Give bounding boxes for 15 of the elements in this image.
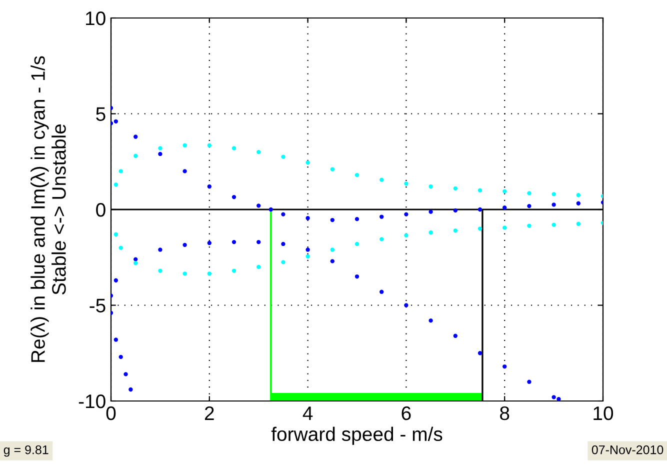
y-tick-label: -10 xyxy=(78,394,106,408)
x-tick-label: 6 xyxy=(402,406,411,420)
y-tick-label: 5 xyxy=(96,107,106,121)
y-tick-label: -5 xyxy=(90,298,106,312)
y-tick-label: 10 xyxy=(86,11,106,26)
text: g = 9.81 xyxy=(4,445,48,457)
x-tick-label: 2 xyxy=(204,406,214,420)
x-tick-label: 10 xyxy=(594,406,614,420)
x-tick-label: 8 xyxy=(500,406,510,420)
y-tick-label: 0 xyxy=(96,202,106,217)
y-axis-title: Re(λ) in blue and Im(λ) in cyan - 1/s Stable <-> Unstable xyxy=(30,56,66,362)
x-axis-title: forward speed - m/s xyxy=(271,426,442,445)
x-tick-label: 0 xyxy=(106,406,116,420)
x-tick-label: 4 xyxy=(302,406,313,420)
text: 07-Nov-2010 xyxy=(592,445,664,454)
